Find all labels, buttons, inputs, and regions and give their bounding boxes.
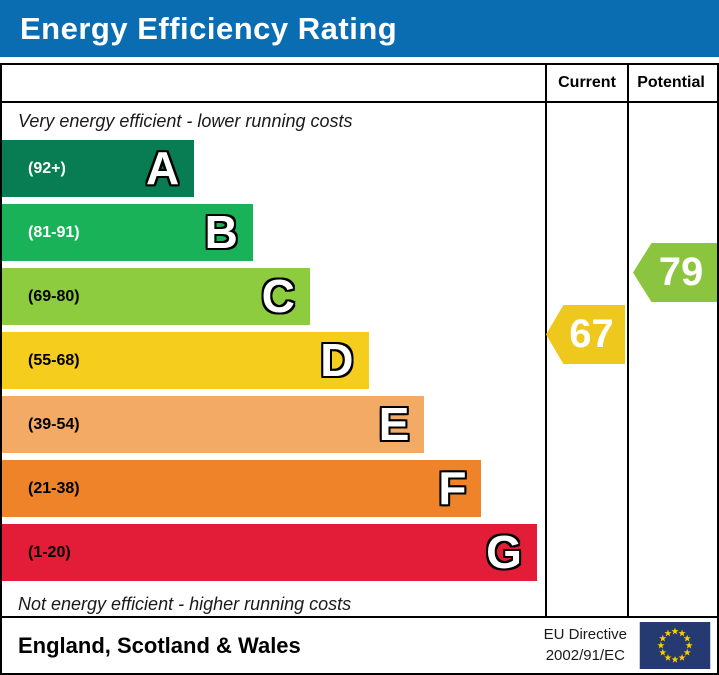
band-row-b: (81-91) B bbox=[2, 204, 253, 261]
rating-table: Current Potential Very energy efficient … bbox=[0, 63, 719, 618]
potential-rating-value: 79 bbox=[658, 250, 704, 294]
band-scale-column: Very energy efficient - lower running co… bbox=[2, 103, 545, 616]
band-range-b: (81-91) bbox=[28, 223, 80, 241]
band-row-e: (39-54) E bbox=[2, 396, 425, 453]
eu-directive-line2: 2002/91/EC bbox=[545, 646, 625, 664]
band-range-g: (1-20) bbox=[28, 543, 71, 561]
eu-flag-icon bbox=[639, 622, 711, 669]
band-letter-b: B bbox=[204, 206, 238, 258]
eu-directive-line1: EU Directive bbox=[543, 626, 627, 644]
chart-header-cell bbox=[2, 65, 545, 101]
band-range-e: (39-54) bbox=[28, 415, 80, 433]
band-range-f: (21-38) bbox=[28, 479, 80, 497]
band-letter-c: C bbox=[261, 270, 295, 322]
band-list: (92+) A (81-91) B (69-80) C (55-68) D bbox=[2, 140, 545, 581]
band-letter-d: D bbox=[320, 334, 354, 386]
band-letter-f: F bbox=[438, 462, 467, 514]
potential-rating-pointer: 79 bbox=[633, 243, 717, 302]
band-range-a: (92+) bbox=[28, 159, 66, 177]
table-header-row: Current Potential bbox=[2, 65, 717, 103]
title-bar: Energy Efficiency Rating bbox=[0, 0, 719, 57]
current-column-header: Current bbox=[545, 65, 627, 101]
band-row-a: (92+) A bbox=[2, 140, 195, 197]
current-rating-value: 67 bbox=[569, 312, 614, 356]
band-row-d: (55-68) D bbox=[2, 332, 369, 389]
band-range-d: (55-68) bbox=[28, 351, 80, 369]
region-label: England, Scotland & Wales bbox=[18, 632, 301, 658]
current-column bbox=[545, 103, 627, 616]
footer-bar: England, Scotland & Wales EU Directive 2… bbox=[0, 618, 719, 675]
band-row-g: (1-20) G bbox=[2, 524, 537, 581]
caption-least-efficient: Not energy efficient - higher running co… bbox=[18, 594, 352, 614]
band-letter-e: E bbox=[378, 398, 410, 450]
band-letter-g: G bbox=[486, 526, 522, 578]
band-range-c: (69-80) bbox=[28, 287, 80, 305]
current-rating-pointer: 67 bbox=[546, 305, 625, 364]
page-title: Energy Efficiency Rating bbox=[20, 10, 398, 46]
caption-most-efficient: Very energy efficient - lower running co… bbox=[18, 111, 353, 131]
potential-column bbox=[627, 103, 713, 616]
eu-directive-label: EU Directive 2002/91/EC bbox=[544, 625, 627, 666]
band-letter-a: A bbox=[145, 142, 180, 194]
band-row-c: (69-80) C bbox=[2, 268, 310, 325]
band-row-f: (21-38) F bbox=[2, 460, 482, 517]
potential-column-header: Potential bbox=[627, 65, 713, 101]
table-body: Very energy efficient - lower running co… bbox=[2, 103, 717, 616]
